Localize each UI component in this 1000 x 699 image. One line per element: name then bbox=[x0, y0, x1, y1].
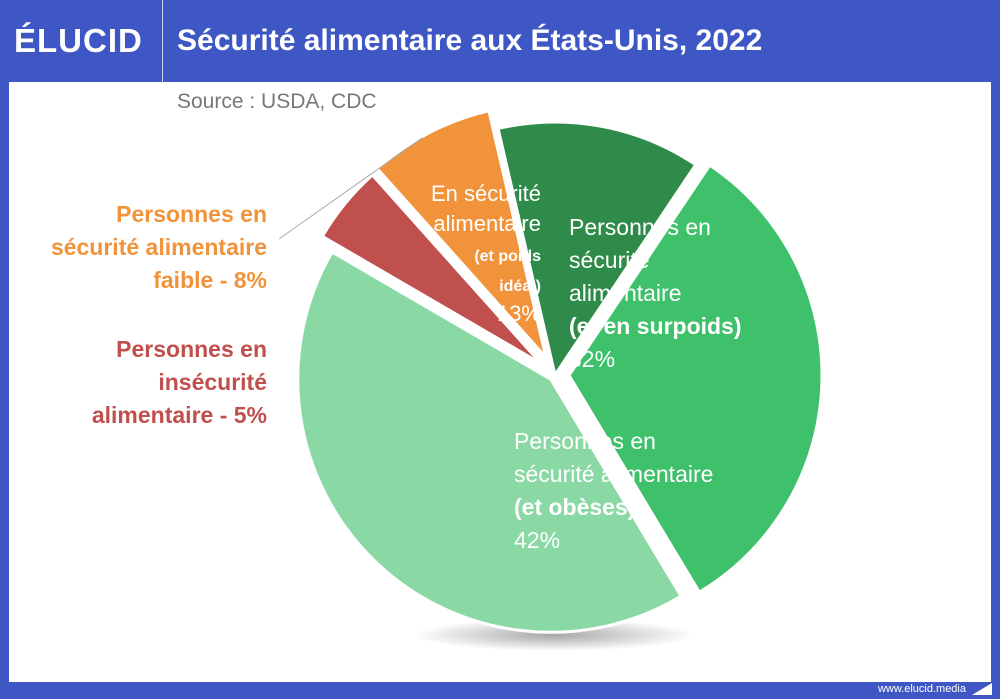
slice-label-line: (et obèses) bbox=[514, 494, 635, 520]
header-bar: ÉLUCID Sécurité alimentaire aux États-Un… bbox=[0, 0, 1000, 82]
pie-slice-overweight bbox=[567, 163, 824, 595]
slice-label-line: Personnes en bbox=[514, 428, 656, 454]
slice-label-ideal: En sécurité alimentaire (et poids idéal) 13% bbox=[431, 181, 541, 326]
slice-label-obese: Personnes en sécurité alimentaire (et obès… bbox=[514, 428, 713, 553]
pie-slice-obese bbox=[296, 249, 684, 634]
slice-value-label: 42% bbox=[514, 527, 560, 553]
slice-label-insecure: Personnes en insécurité alimentaire - 5% bbox=[92, 336, 267, 428]
pie-shadow bbox=[414, 619, 694, 651]
slice-value-label: 32% bbox=[569, 346, 615, 372]
brand-mark-icon bbox=[972, 683, 992, 695]
chart-panel: Source : USDA, CDC En sécurité alimentair… bbox=[9, 82, 991, 682]
pie-slice-ideal bbox=[496, 120, 698, 379]
slice-label-line: Personnes en bbox=[116, 336, 267, 362]
slice-label-line: sécurité alimentaire bbox=[514, 461, 713, 487]
brand-logo: ÉLUCID bbox=[14, 22, 143, 59]
slice-label-line: (et poids bbox=[474, 248, 541, 265]
slice-label-line: alimentaire - 5% bbox=[92, 402, 267, 428]
slice-label-line: Personnes en bbox=[116, 201, 267, 227]
slice-label-line: Personnes en bbox=[569, 214, 711, 240]
slice-value-label: 13% bbox=[497, 301, 541, 326]
slice-label-line: sécurité alimentaire bbox=[51, 234, 267, 260]
slice-label-line: En sécurité bbox=[431, 181, 541, 206]
leader-line-low-security bbox=[278, 137, 423, 240]
pie-slice-insecure bbox=[320, 172, 543, 365]
chart-title: Sécurité alimentaire aux États-Unis, 202… bbox=[177, 24, 763, 57]
slice-label-line: alimentaire bbox=[433, 211, 541, 236]
slice-label-line: faible - 8% bbox=[153, 267, 267, 293]
slice-label-overweight: Personnes en sécurité alimentaire (et en su… bbox=[569, 214, 742, 372]
pie-chart: En sécurité alimentaire (et poids idéal) 13%… bbox=[51, 108, 824, 651]
slice-label-low-security: Personnes en sécurité alimentaire faible -… bbox=[51, 201, 267, 293]
slice-label-line: (et en surpoids) bbox=[569, 313, 742, 339]
slice-label-line: idéal) bbox=[499, 278, 541, 295]
slice-label-line: sécurité bbox=[569, 247, 650, 273]
header-divider bbox=[162, 0, 163, 82]
slice-label-line: insécurité bbox=[158, 369, 267, 395]
source-note: Source : USDA, CDC bbox=[177, 90, 377, 113]
footer-url: www.elucid.media bbox=[877, 683, 966, 695]
pie-slice-low-security bbox=[375, 108, 548, 359]
slice-label-line: alimentaire bbox=[569, 280, 682, 306]
